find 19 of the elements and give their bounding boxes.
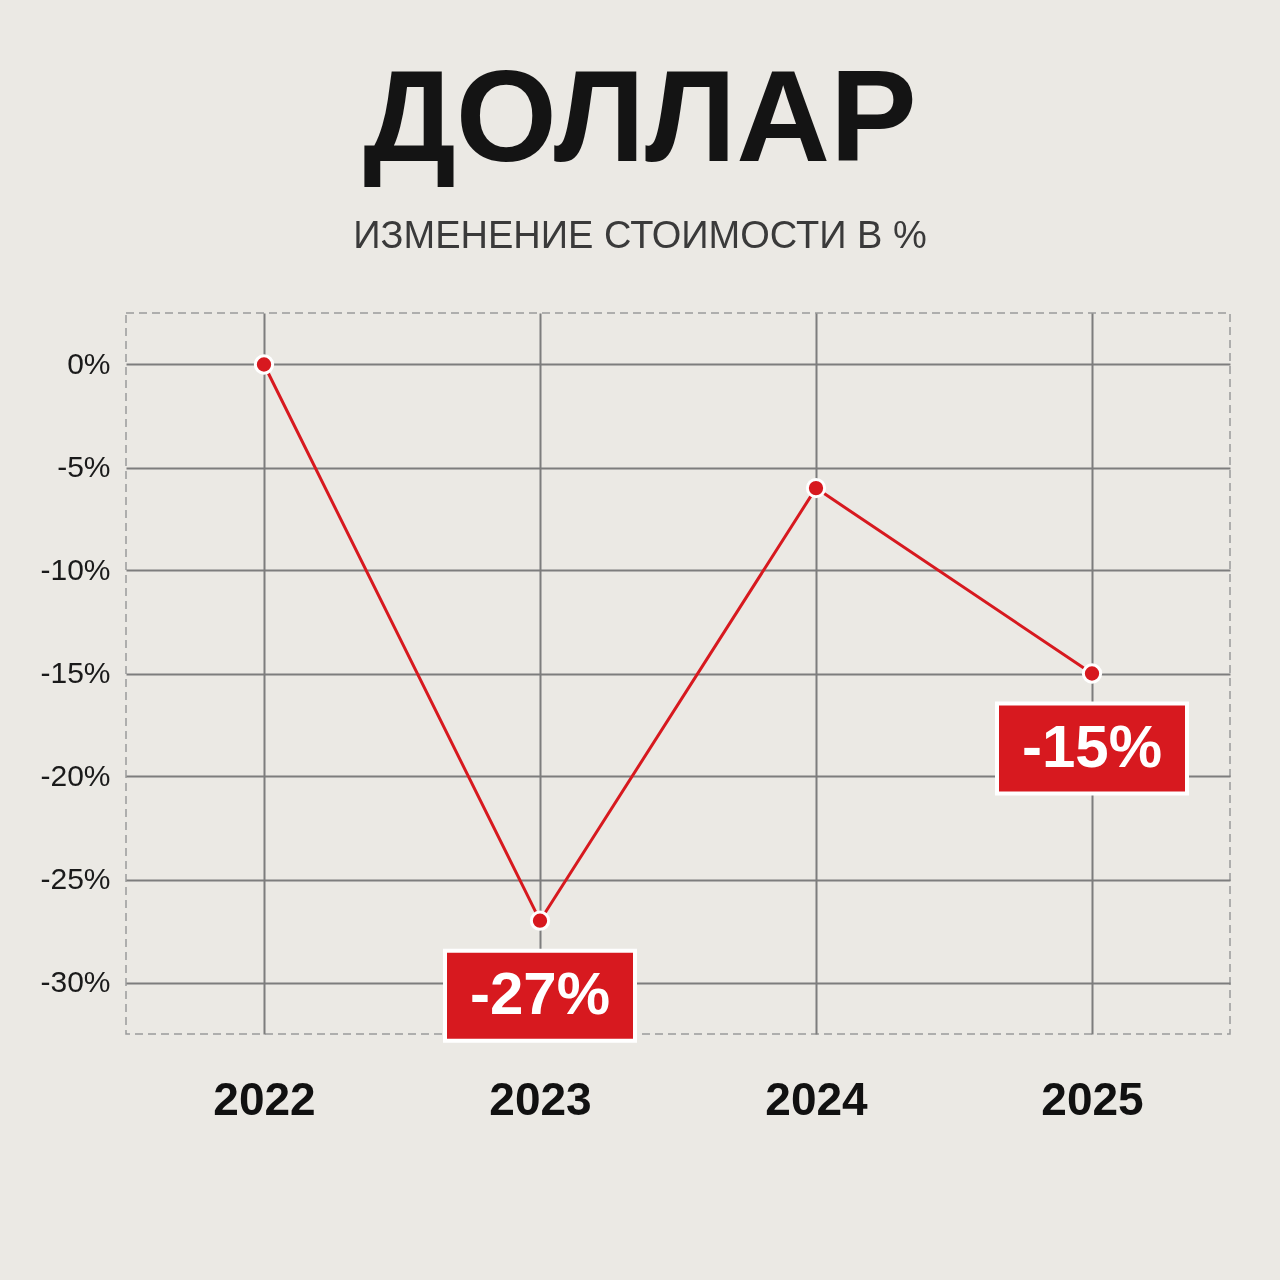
point (1081, 663, 1103, 684)
chart-subtitle: ИЗМЕНЕНИЕ СТОИМОСТИ В % (353, 214, 927, 256)
y-tick-label: -15% (40, 656, 111, 689)
point (805, 477, 827, 499)
chart-title: ДОЛЛАР (363, 43, 917, 189)
data-label: -15% (1021, 712, 1163, 780)
x-tick-label: 2023 (489, 1072, 592, 1125)
point (253, 354, 275, 375)
y-tick-label: -30% (40, 965, 111, 998)
y-tick-label: -20% (40, 759, 111, 792)
data-label: -27% (469, 959, 611, 1027)
x-tick-label: 2022 (213, 1072, 316, 1125)
y-tick-label: -5% (57, 450, 111, 483)
y-tick-label: 0% (67, 347, 111, 380)
x-tick-label: 2025 (1041, 1072, 1144, 1125)
x-tick-label: 2024 (765, 1072, 869, 1125)
point (529, 910, 551, 931)
y-tick-label: -25% (40, 862, 111, 895)
y-tick-label: -10% (40, 553, 111, 586)
